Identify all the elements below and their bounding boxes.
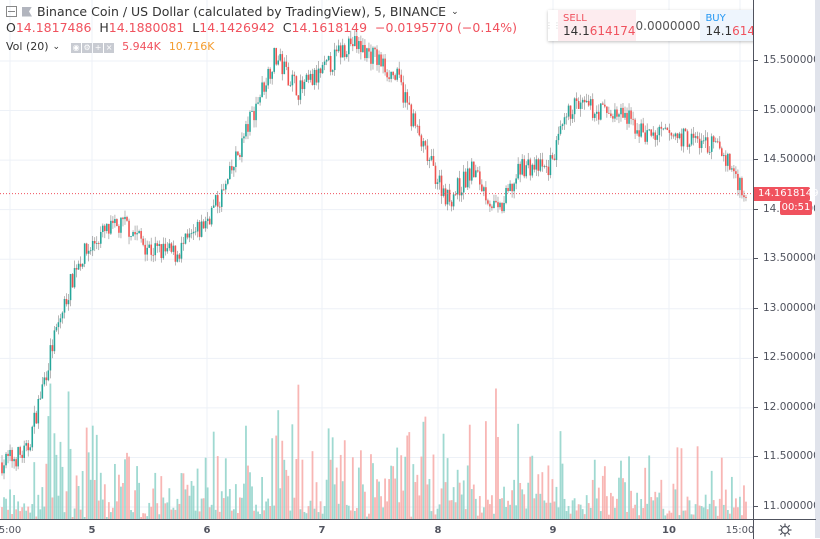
spread-value: 0.0000000 bbox=[635, 18, 701, 33]
price-tick-label: 11.0000000 bbox=[763, 500, 820, 512]
volume-legend: Vol (20) ⌄ ◉ ⚙ + × 5.944K 10.716K bbox=[6, 40, 215, 53]
time-tick-label: 6 bbox=[203, 525, 211, 536]
flag-icon[interactable] bbox=[22, 6, 32, 17]
price-chart-plot[interactable] bbox=[0, 0, 753, 519]
price-axis[interactable]: 15.500000015.000000014.500000014.0000000… bbox=[753, 0, 820, 519]
price-tick: 13.0000000 bbox=[754, 302, 820, 314]
ohlc-values: O14.1817486 H14.1880081 L14.1426942 C14.… bbox=[6, 20, 517, 35]
eye-icon[interactable]: ◉ bbox=[71, 43, 82, 53]
time-tick-label: 10 bbox=[662, 525, 676, 536]
buy-label: BUY bbox=[705, 13, 726, 24]
price-tick: 11.0000000 bbox=[754, 500, 820, 512]
time-tick-label: 7 bbox=[318, 525, 326, 536]
time-axis[interactable]: 5:00 5 6 7 8 9 10 15:00 bbox=[0, 519, 755, 539]
close-icon[interactable]: × bbox=[104, 43, 115, 53]
collapse-legend-icon[interactable] bbox=[6, 6, 17, 17]
volume-indicator-label[interactable]: Vol (20) bbox=[6, 40, 49, 53]
price-tick-label: 13.5000000 bbox=[763, 252, 820, 265]
price-tick-label: 13.0000000 bbox=[763, 301, 820, 314]
low-value: 14.1426942 bbox=[199, 20, 275, 35]
price-tick: 12.5000000 bbox=[754, 351, 820, 363]
time-tick-label: 5:00 bbox=[0, 525, 22, 536]
time-tick-label: 15:00 bbox=[725, 525, 755, 536]
price-tick-label: 14.5000000 bbox=[763, 153, 820, 166]
high-label: H bbox=[99, 20, 109, 35]
price-tick-label: 15.0000000 bbox=[763, 103, 820, 116]
time-tick-label: 9 bbox=[549, 525, 557, 536]
sell-button[interactable]: SELL 14.1614174 bbox=[558, 10, 636, 41]
sell-price-prefix: 14.1 bbox=[563, 24, 590, 38]
time-tick-label: 8 bbox=[434, 525, 442, 536]
price-tick: 11.5000000 bbox=[754, 450, 820, 462]
bar-countdown: 00:51 bbox=[780, 200, 812, 215]
price-tick: 15.0000000 bbox=[754, 104, 820, 116]
candlestick-chart[interactable] bbox=[0, 0, 753, 519]
price-tick: 15.5000000 bbox=[754, 54, 820, 66]
price-tick-label: 12.0000000 bbox=[763, 400, 820, 413]
trade-panel: ⋮⋮ SELL 14.1614174 0.0000000 BUY 14.1614… bbox=[545, 10, 778, 41]
open-label: O bbox=[6, 20, 16, 35]
price-tick: 13.5000000 bbox=[754, 252, 820, 264]
chart-settings-button[interactable] bbox=[753, 519, 816, 539]
chevron-down-icon[interactable]: ⌄ bbox=[451, 6, 459, 17]
price-tick-label: 12.5000000 bbox=[763, 351, 820, 364]
current-price-label: 14.1618149 bbox=[754, 186, 818, 201]
volume-value: 5.944K bbox=[122, 40, 161, 53]
price-tick: 12.0000000 bbox=[754, 401, 820, 413]
price-tick: 14.5000000 bbox=[754, 153, 820, 165]
price-tick-label: 11.5000000 bbox=[763, 450, 820, 463]
sell-price-suffix: 614174 bbox=[589, 24, 636, 38]
high-value: 14.1880081 bbox=[108, 20, 185, 35]
volume-ma-value: 10.716K bbox=[168, 40, 215, 53]
close-value: 14.1618149 bbox=[291, 20, 368, 35]
gear-icon bbox=[778, 523, 792, 536]
drag-handle-icon[interactable]: ⋮⋮ bbox=[545, 21, 561, 30]
close-label: C bbox=[282, 20, 292, 35]
right-toolbar-strip bbox=[815, 0, 820, 538]
chevron-down-icon[interactable]: ⌄ bbox=[52, 41, 61, 52]
change-value: −0.0195770 (−0.14%) bbox=[375, 20, 517, 35]
buy-price-prefix: 14.1 bbox=[705, 24, 733, 38]
gear-icon[interactable]: ⚙ bbox=[82, 43, 93, 53]
time-tick-label: 5 bbox=[88, 525, 96, 536]
symbol-legend: Binance Coin / US Dollar (calculated by … bbox=[6, 4, 459, 19]
price-tick-label: 15.5000000 bbox=[763, 54, 820, 66]
low-label: L bbox=[192, 20, 200, 35]
symbol-title[interactable]: Binance Coin / US Dollar (calculated by … bbox=[37, 4, 447, 19]
sell-label: SELL bbox=[563, 13, 587, 24]
open-value: 14.1817486 bbox=[15, 20, 92, 35]
plus-icon[interactable]: + bbox=[93, 43, 104, 53]
